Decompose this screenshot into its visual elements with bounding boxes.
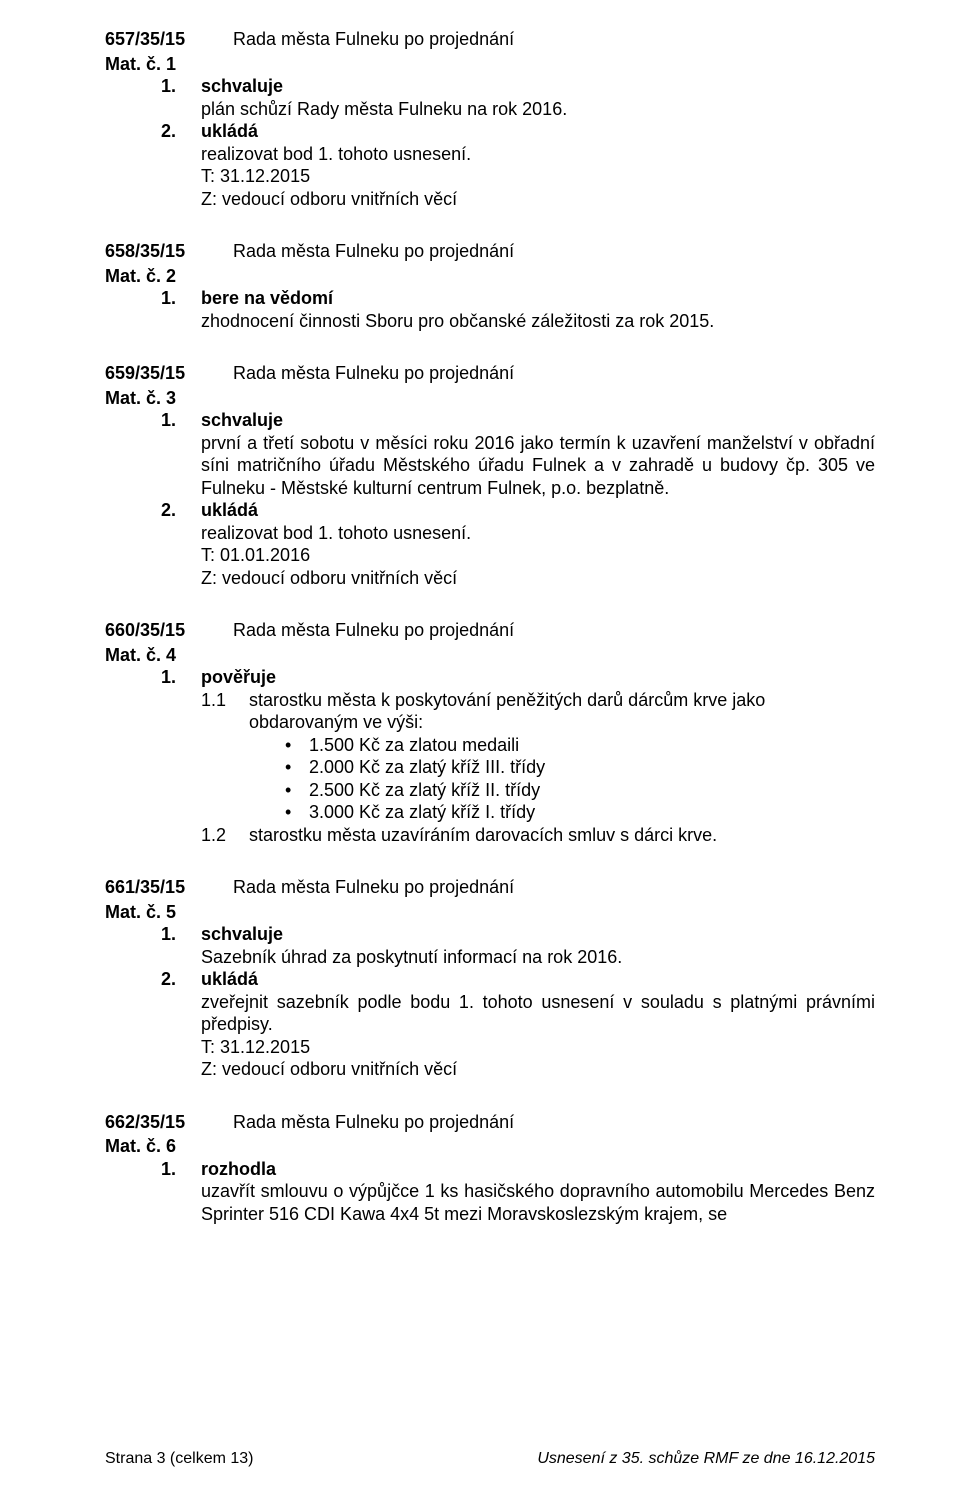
- uid: 662/35/15: [105, 1111, 225, 1134]
- item-text: zhodnocení činnosti Sboru pro občanské z…: [105, 310, 875, 333]
- mat-label: Mat. č. 3: [105, 387, 875, 410]
- item-text: realizovat bod 1. tohoto usnesení.: [105, 522, 875, 545]
- footer-left: Strana 3 (celkem 13): [105, 1449, 254, 1469]
- mat-label: Mat. č. 6: [105, 1135, 875, 1158]
- item-text: zveřejnit sazebník podle bodu 1. tohoto …: [105, 991, 875, 1036]
- bullet-icon: •: [285, 779, 299, 802]
- item-label: ukládá: [201, 499, 258, 522]
- uid: 658/35/15: [105, 240, 225, 263]
- resolution-662: 662/35/15 Rada města Fulneku po projedná…: [105, 1111, 875, 1226]
- sub-text: starostku města uzavíráním darovacích sm…: [249, 824, 717, 847]
- bullet-text: 2.500 Kč za zlatý kříž II. třídy: [309, 779, 540, 802]
- item-label: bere na vědomí: [201, 287, 333, 310]
- item-num: 2.: [161, 120, 189, 143]
- item-num: 1.: [161, 75, 189, 98]
- resolution-661: 661/35/15 Rada města Fulneku po projedná…: [105, 876, 875, 1081]
- responsible: Z: vedoucí odboru vnitřních věcí: [105, 188, 875, 211]
- uid: 661/35/15: [105, 876, 225, 899]
- resolution-660: 660/35/15 Rada města Fulneku po projedná…: [105, 619, 875, 846]
- mat-label: Mat. č. 1: [105, 53, 875, 76]
- mat-label: Mat. č. 4: [105, 644, 875, 667]
- footer-right: Usnesení z 35. schůze RMF ze dne 16.12.2…: [537, 1449, 875, 1469]
- item-label: schvaluje: [201, 923, 283, 946]
- item-label: rozhodla: [201, 1158, 276, 1181]
- bullet-icon: •: [285, 801, 299, 824]
- bullet-text: 2.000 Kč za zlatý kříž III. třídy: [309, 756, 545, 779]
- resolution-658: 658/35/15 Rada města Fulneku po projedná…: [105, 240, 875, 332]
- item-label: ukládá: [201, 968, 258, 991]
- item-num: 1.: [161, 287, 189, 310]
- resolution-657: 657/35/15 Rada města Fulneku po projedná…: [105, 28, 875, 210]
- deadline: T: 31.12.2015: [105, 165, 875, 188]
- rada-text: Rada města Fulneku po projednání: [233, 619, 875, 642]
- item-text: Sazebník úhrad za poskytnutí informací n…: [105, 946, 875, 969]
- bullet-icon: •: [285, 756, 299, 779]
- uid: 657/35/15: [105, 28, 225, 51]
- item-num: 1.: [161, 1158, 189, 1181]
- rada-text: Rada města Fulneku po projednání: [233, 28, 875, 51]
- item-label: schvaluje: [201, 409, 283, 432]
- item-text: první a třetí sobotu v měsíci roku 2016 …: [105, 432, 875, 500]
- rada-text: Rada města Fulneku po projednání: [233, 876, 875, 899]
- sub-text: starostku města k poskytování peněžitých…: [249, 689, 875, 734]
- rada-text: Rada města Fulneku po projednání: [233, 362, 875, 385]
- mat-label: Mat. č. 2: [105, 265, 875, 288]
- item-num: 1.: [161, 409, 189, 432]
- deadline: T: 31.12.2015: [105, 1036, 875, 1059]
- rada-text: Rada města Fulneku po projednání: [233, 240, 875, 263]
- uid: 659/35/15: [105, 362, 225, 385]
- sub-num: 1.1: [201, 689, 237, 734]
- uid: 660/35/15: [105, 619, 225, 642]
- mat-label: Mat. č. 5: [105, 901, 875, 924]
- deadline: T: 01.01.2016: [105, 544, 875, 567]
- responsible: Z: vedoucí odboru vnitřních věcí: [105, 567, 875, 590]
- item-num: 2.: [161, 968, 189, 991]
- bullet-text: 3.000 Kč za zlatý kříž I. třídy: [309, 801, 535, 824]
- item-text: uzavřít smlouvu o výpůjčce 1 ks hasičské…: [105, 1180, 875, 1225]
- page-footer: Strana 3 (celkem 13) Usnesení z 35. schů…: [105, 1449, 875, 1469]
- item-num: 1.: [161, 666, 189, 689]
- item-label: schvaluje: [201, 75, 283, 98]
- item-text: realizovat bod 1. tohoto usnesení.: [105, 143, 875, 166]
- resolution-659: 659/35/15 Rada města Fulneku po projedná…: [105, 362, 875, 589]
- rada-text: Rada města Fulneku po projednání: [233, 1111, 875, 1134]
- item-label: pověřuje: [201, 666, 276, 689]
- item-num: 2.: [161, 499, 189, 522]
- sub-num: 1.2: [201, 824, 237, 847]
- item-label: ukládá: [201, 120, 258, 143]
- bullet-icon: •: [285, 734, 299, 757]
- responsible: Z: vedoucí odboru vnitřních věcí: [105, 1058, 875, 1081]
- bullet-text: 1.500 Kč za zlatou medaili: [309, 734, 519, 757]
- item-text: plán schůzí Rady města Fulneku na rok 20…: [105, 98, 875, 121]
- item-num: 1.: [161, 923, 189, 946]
